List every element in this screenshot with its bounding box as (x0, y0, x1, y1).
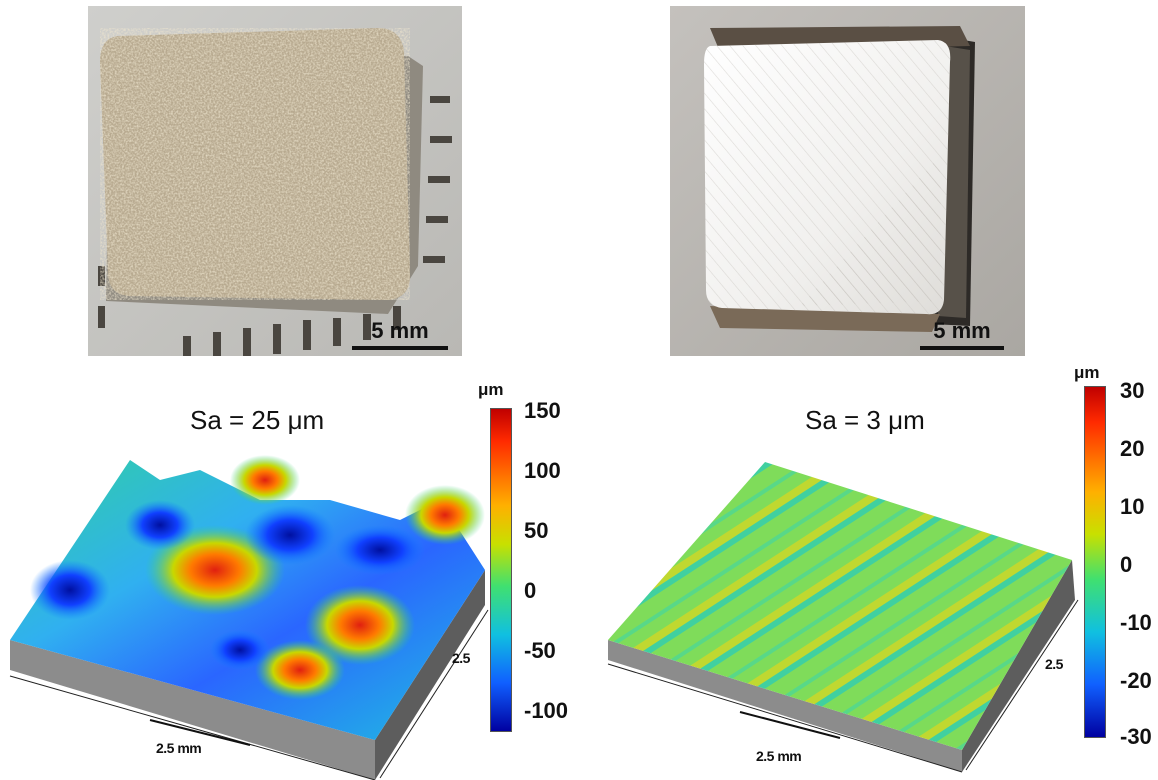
colorbar-tick: -10 (1120, 610, 1152, 635)
y-axis-label-right: 2.5 (1045, 656, 1063, 672)
colorbar-unit-right: μm (1074, 363, 1100, 382)
scale-bar-line (920, 346, 1004, 350)
scale-bar-right: 5 mm (920, 318, 1004, 350)
smooth-surface-3d-map (607, 462, 1079, 773)
x-axis-label-left: 2.5 mm (156, 740, 202, 756)
colorbar-tick: 0 (1120, 552, 1133, 577)
scale-bar-left: 5 mm (352, 318, 448, 350)
colorbar-right (1084, 386, 1106, 738)
scale-bar-line (352, 346, 448, 350)
colorbar-tick: 100 (524, 458, 561, 483)
colorbar-tick: -100 (524, 698, 569, 723)
colorbar-tick: 20 (1120, 436, 1145, 461)
colorbar-tick: 50 (524, 518, 549, 543)
colorbar-tick: 30 (1120, 378, 1145, 403)
colorbar-tick: 150 (524, 398, 561, 423)
colorbar-tick: -30 (1120, 724, 1152, 749)
y-axis-label-left: 2.5 (452, 650, 470, 666)
colorbar-tick: -20 (1120, 668, 1152, 693)
colorbar-unit-left: μm (478, 380, 504, 399)
colorbar-tick: 10 (1120, 494, 1145, 519)
scale-bar-label: 5 mm (371, 318, 429, 343)
rough-surface-3d-map (9, 455, 489, 780)
x-axis-label-right: 2.5 mm (756, 748, 802, 764)
colorbar-left (490, 408, 512, 732)
colorbar-tick: -50 (524, 638, 556, 663)
scale-bar-label: 5 mm (933, 318, 991, 343)
sa-label-right: Sa = 3 μm (805, 405, 925, 435)
rough-sample-photo (88, 6, 462, 356)
smooth-sample-photo (670, 6, 1025, 356)
colorbar-tick: 0 (524, 578, 537, 603)
sa-label-left: Sa = 25 μm (190, 405, 325, 435)
